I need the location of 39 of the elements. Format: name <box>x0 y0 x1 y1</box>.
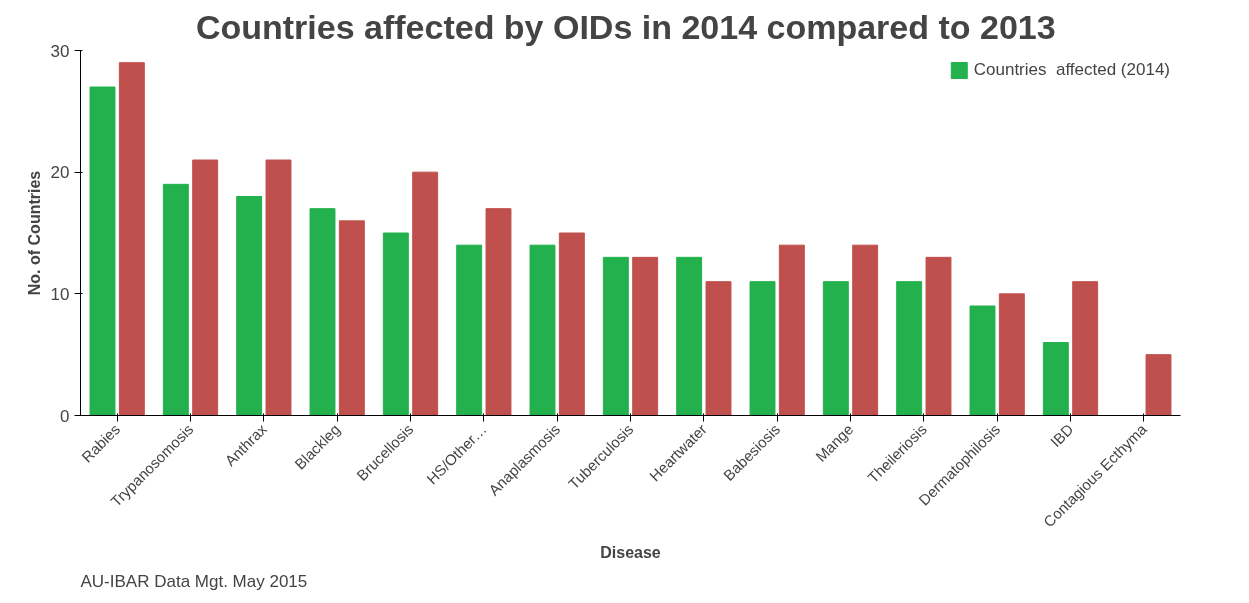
legend-label: Countries affected (2014) <box>973 60 1170 80</box>
bar <box>998 293 1025 416</box>
bar <box>969 305 996 416</box>
bar <box>192 159 219 416</box>
bar <box>602 256 629 416</box>
bar <box>778 244 805 416</box>
x-tick-label: IBD <box>1046 420 1077 451</box>
x-axis-title: Disease <box>600 544 661 562</box>
bar <box>412 171 439 416</box>
bar <box>705 281 732 416</box>
bar <box>1145 354 1172 416</box>
bar <box>1042 342 1069 416</box>
bar <box>89 86 116 416</box>
bar <box>822 281 849 416</box>
bar <box>558 232 585 416</box>
bar <box>896 281 923 416</box>
bar <box>309 208 336 416</box>
bar <box>925 256 952 416</box>
bar <box>676 256 703 416</box>
bar <box>382 232 409 416</box>
bar <box>265 159 292 416</box>
bar <box>456 244 483 416</box>
chart-title: Countries affected by OIDs in 2014 compared to 2013 <box>195 7 1056 46</box>
bar <box>236 196 263 416</box>
bar <box>338 220 365 416</box>
bar <box>162 183 189 416</box>
y-tick-label: 0 <box>60 406 70 426</box>
y-axis-title: No. of Countries <box>25 170 43 296</box>
bar <box>485 208 512 416</box>
y-tick-label: 20 <box>50 163 70 183</box>
text: AU-IBAR Data Mgt. May 2015 <box>80 571 308 591</box>
bar <box>1072 281 1099 416</box>
bar <box>529 244 556 416</box>
y-tick-label: 10 <box>50 284 70 304</box>
bar <box>749 281 776 416</box>
y-tick-label: 30 <box>50 41 70 61</box>
bar <box>632 256 659 416</box>
bar <box>118 62 145 416</box>
bar <box>852 244 879 416</box>
